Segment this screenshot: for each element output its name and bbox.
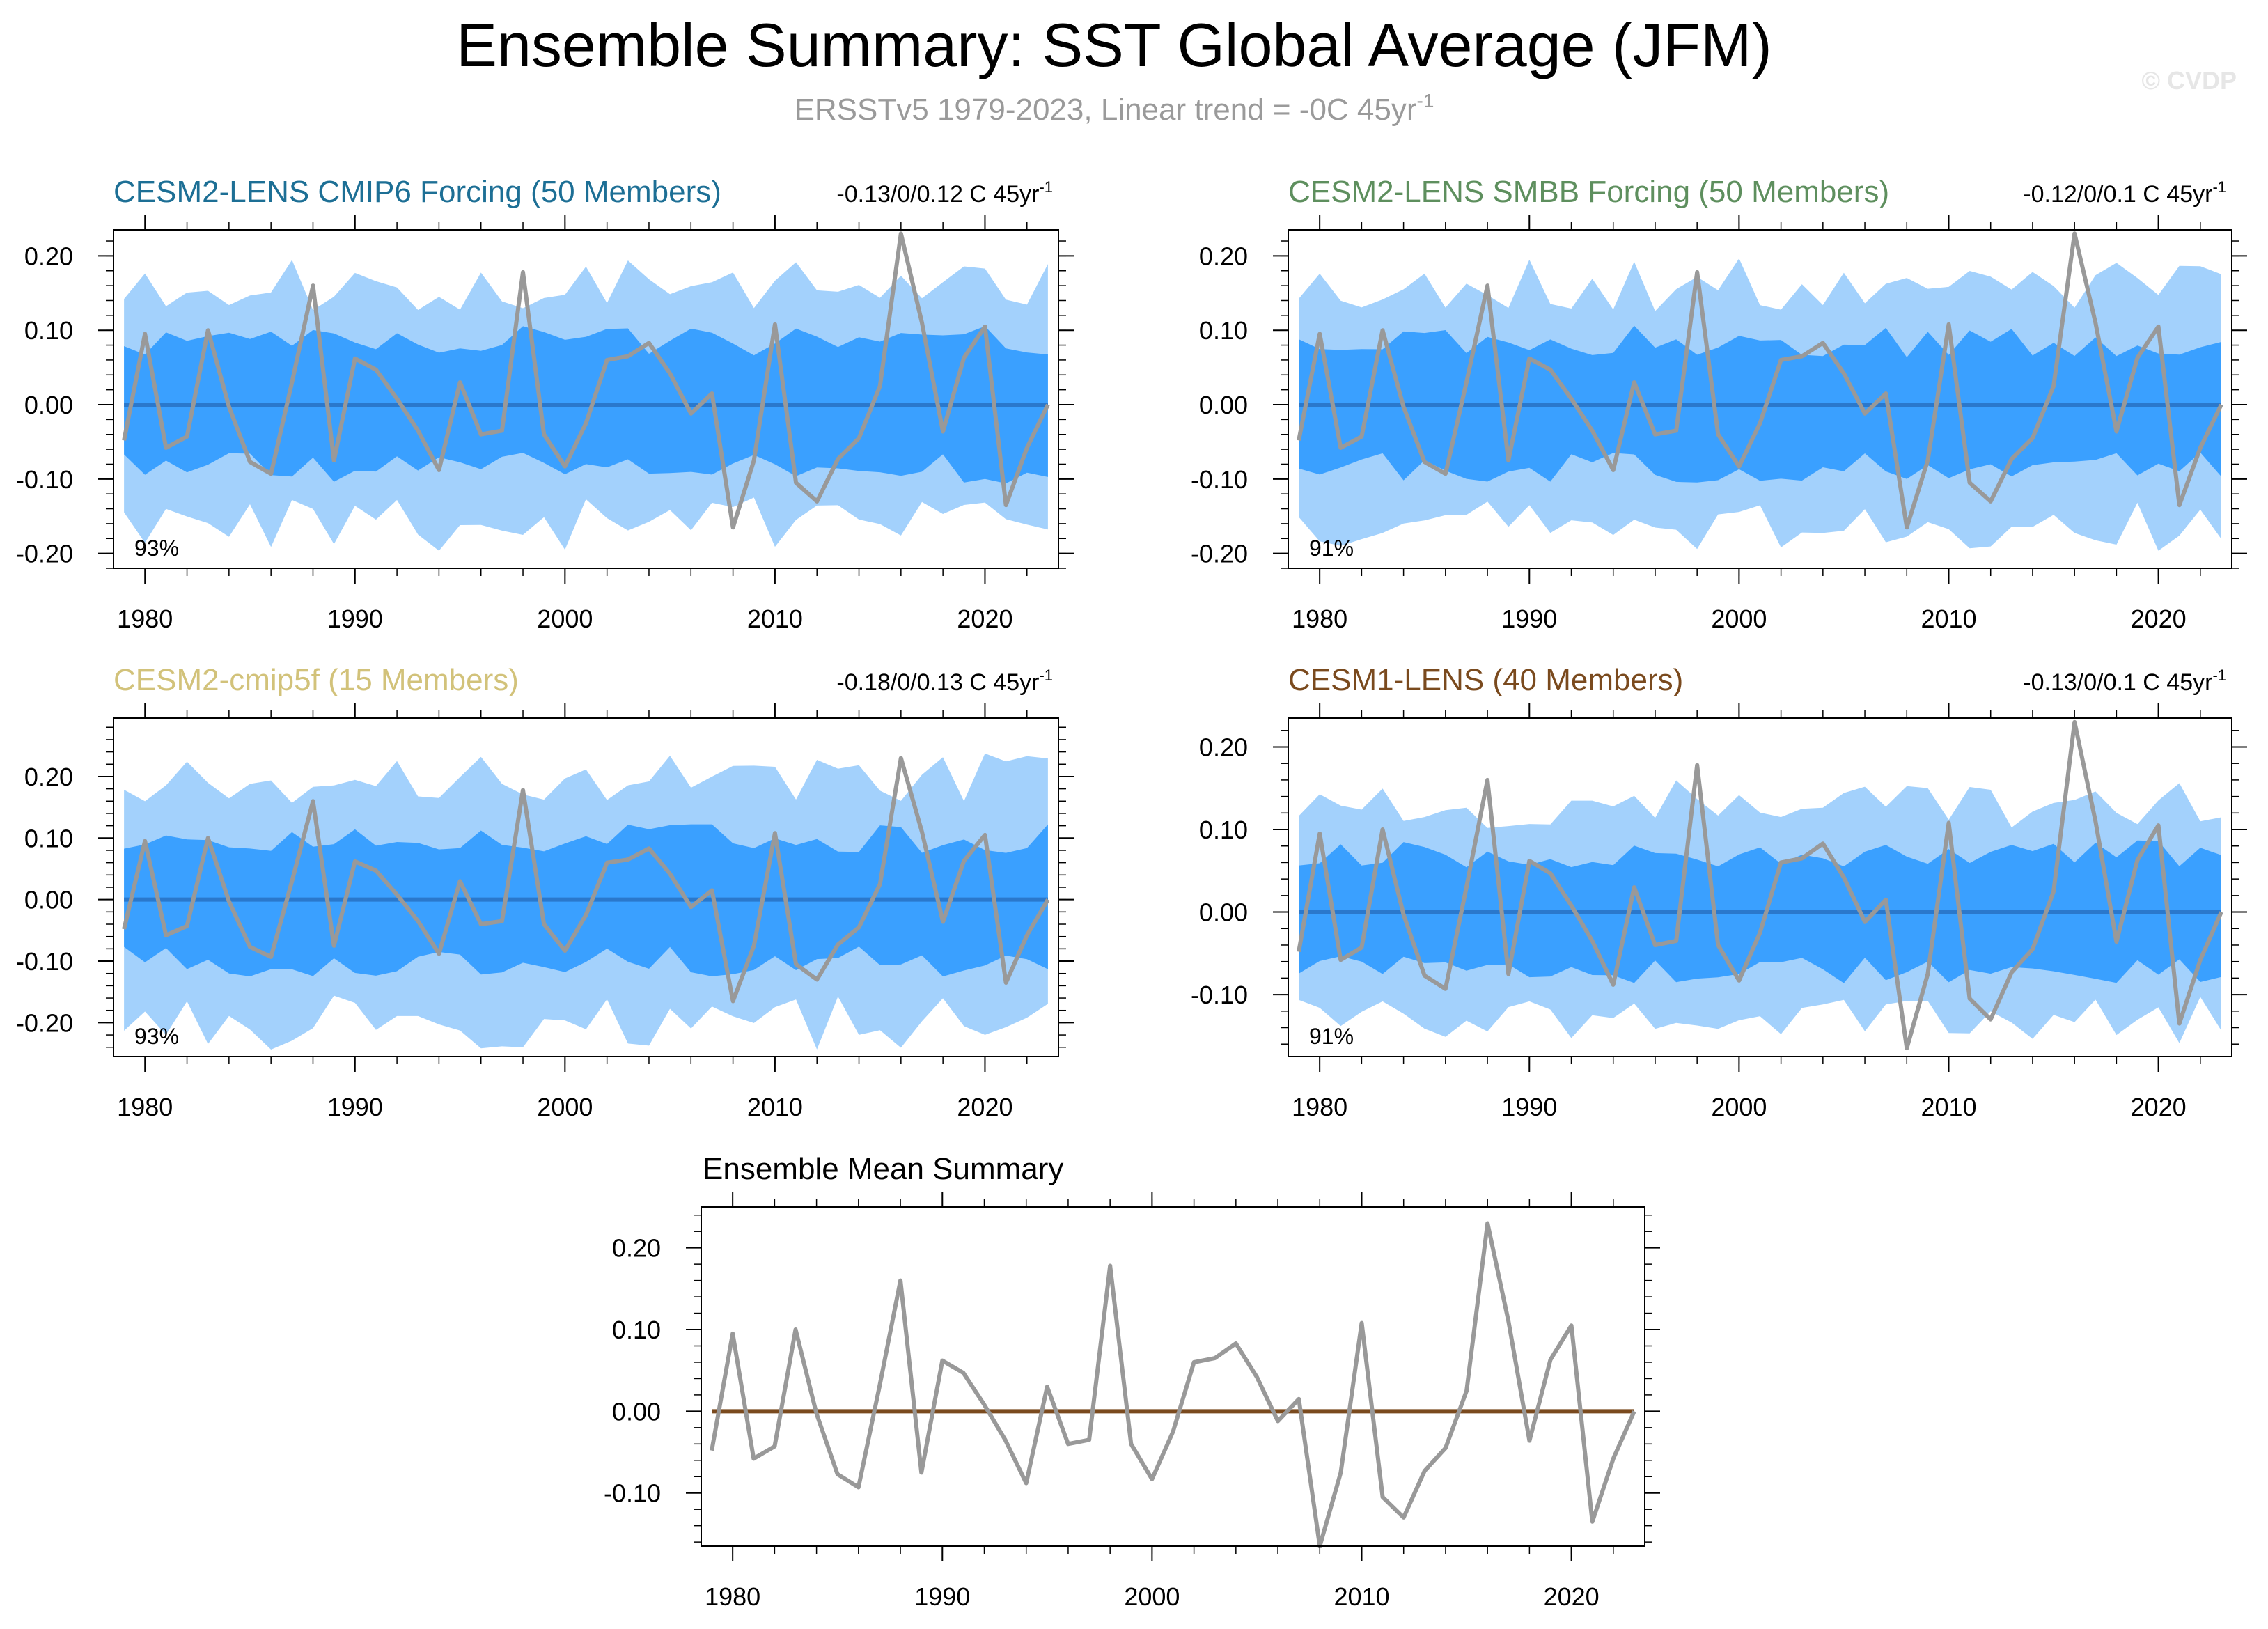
y-tick-label: 0.20	[24, 242, 73, 270]
plot-frame	[1288, 229, 2232, 569]
panel-title: CESM1-LENS (40 Members)	[1288, 663, 1683, 697]
y-tick-label: 0.00	[612, 1397, 661, 1426]
panels: CESM2-LENS CMIP6 Forcing (50 Members) -0.…	[16, 175, 2247, 1611]
y-tick-label: -0.10	[604, 1479, 661, 1508]
y-tick-label: -0.10	[16, 947, 73, 976]
trend-label: -0.12/0/0.1 C 45yr-1	[2023, 178, 2226, 208]
observed-series-line	[1297, 231, 2223, 530]
percent-label: 91%	[1309, 1024, 1354, 1049]
y-tick-label: 0.20	[1199, 242, 1248, 270]
y-tick-label: 0.00	[24, 391, 73, 419]
observed-series-line	[122, 756, 1050, 1004]
x-tick-label: 2010	[1921, 605, 1976, 633]
y-tick-label: 0.20	[612, 1234, 661, 1263]
x-tick-label: 2000	[1124, 1582, 1180, 1611]
trend-label: -0.13/0/0.1 C 45yr-1	[2023, 667, 2226, 696]
panel-title: Ensemble Mean Summary	[703, 1152, 1063, 1186]
x-tick-label: 1980	[705, 1582, 760, 1611]
x-tick-label: 1990	[327, 1093, 383, 1121]
y-tick-label: 0.10	[24, 824, 73, 852]
trend-label-text: -0.18/0/0.13 C 45yr	[836, 669, 1039, 696]
figure-subtitle-sup: -1	[1417, 90, 1434, 111]
y-tick-label: 0.10	[1199, 816, 1248, 844]
y-tick-label: 0.10	[24, 316, 73, 345]
watermark: © CVDP	[2141, 66, 2237, 95]
y-tick-label: -0.20	[1191, 540, 1248, 568]
panel-title: CESM2-LENS SMBB Forcing (50 Members)	[1288, 175, 1889, 209]
trend-label-text: -0.12/0/0.1 C 45yr	[2023, 181, 2212, 208]
x-tick-label: 1990	[1501, 1093, 1557, 1121]
x-tick-label: 2000	[1711, 605, 1767, 633]
x-tick-label: 2010	[747, 605, 803, 633]
x-tick-label: 2000	[1711, 1093, 1767, 1121]
percent-label: 93%	[134, 1024, 179, 1049]
observed-series-line	[710, 1221, 1636, 1548]
x-tick-label: 2020	[1544, 1582, 1600, 1611]
y-tick-label: 0.00	[24, 886, 73, 914]
x-tick-label: 1990	[1501, 605, 1557, 633]
x-tick-label: 1980	[117, 1093, 173, 1121]
y-tick-label: 0.10	[612, 1316, 661, 1344]
figure-subtitle-text: ERSSTv5 1979-2023, Linear trend = -0C 45…	[795, 93, 1417, 127]
y-tick-label: -0.10	[16, 465, 73, 494]
x-tick-label: 2010	[1921, 1093, 1976, 1121]
chart-panel-mean: Ensemble Mean Summary 0.20 0.10 0.00 -0.10 19…	[604, 1152, 1660, 1611]
figure-title: Ensemble Summary: SST Global Average (JF…	[456, 10, 1772, 79]
observed-series-line	[1297, 719, 2223, 1051]
trend-label-text: -0.13/0/0.1 C 45yr	[2023, 669, 2212, 696]
x-tick-label: 2020	[2131, 1093, 2187, 1121]
x-tick-label: 2020	[2131, 605, 2187, 633]
y-tick-label: -0.20	[16, 540, 73, 568]
x-tick-label: 2000	[537, 605, 593, 633]
x-tick-label: 2020	[957, 605, 1012, 633]
chart-panel-cmip5f: CESM2-cmip5f (15 Members) -0.18/0/0.13 C …	[16, 663, 1074, 1121]
x-tick-label: 2020	[957, 1093, 1012, 1121]
y-tick-label: 0.20	[1199, 733, 1248, 761]
y-tick-label: 0.00	[1199, 898, 1248, 927]
y-tick-label: 0.20	[24, 763, 73, 791]
y-tick-label: 0.10	[1199, 316, 1248, 345]
x-tick-label: 1990	[914, 1582, 970, 1611]
plot-frame	[113, 229, 1059, 569]
x-tick-label: 2000	[537, 1093, 593, 1121]
x-tick-label: 1980	[1292, 1093, 1347, 1121]
trend-label-text: -0.13/0/0.12 C 45yr	[836, 181, 1039, 208]
x-tick-label: 1990	[327, 605, 383, 633]
trend-label: -0.18/0/0.13 C 45yr-1	[836, 667, 1053, 696]
percent-label: 91%	[1309, 536, 1354, 561]
y-tick-label: -0.10	[1191, 981, 1248, 1009]
chart-panel-smbb: CESM2-LENS SMBB Forcing (50 Members) -0.1…	[1191, 175, 2247, 633]
x-tick-label: 2010	[1334, 1582, 1389, 1611]
x-tick-label: 2010	[747, 1093, 803, 1121]
panel-title: CESM2-LENS CMIP6 Forcing (50 Members)	[114, 175, 721, 209]
y-tick-label: 0.00	[1199, 391, 1248, 419]
plot-frame	[1288, 717, 2232, 1057]
figure-subtitle: ERSSTv5 1979-2023, Linear trend = -0C 45…	[795, 90, 1434, 127]
trend-label-sup: -1	[2212, 178, 2226, 196]
x-tick-label: 1980	[1292, 605, 1347, 633]
x-tick-label: 1980	[117, 605, 173, 633]
plot-frame	[701, 1206, 1645, 1547]
percent-label: 93%	[134, 536, 179, 561]
trend-label-sup: -1	[2212, 667, 2226, 684]
trend-label: -0.13/0/0.12 C 45yr-1	[836, 178, 1053, 208]
trend-label-sup: -1	[1039, 667, 1053, 684]
trend-label-sup: -1	[1039, 178, 1053, 196]
y-tick-label: -0.10	[1191, 465, 1248, 494]
panel-title: CESM2-cmip5f (15 Members)	[114, 663, 519, 697]
chart-panel-cesm1: CESM1-LENS (40 Members) -0.13/0/0.1 C 45y…	[1191, 663, 2247, 1121]
observed-series-line	[122, 231, 1050, 530]
chart-panel-cmip6: CESM2-LENS CMIP6 Forcing (50 Members) -0.…	[16, 175, 1074, 633]
y-tick-label: -0.20	[16, 1008, 73, 1037]
